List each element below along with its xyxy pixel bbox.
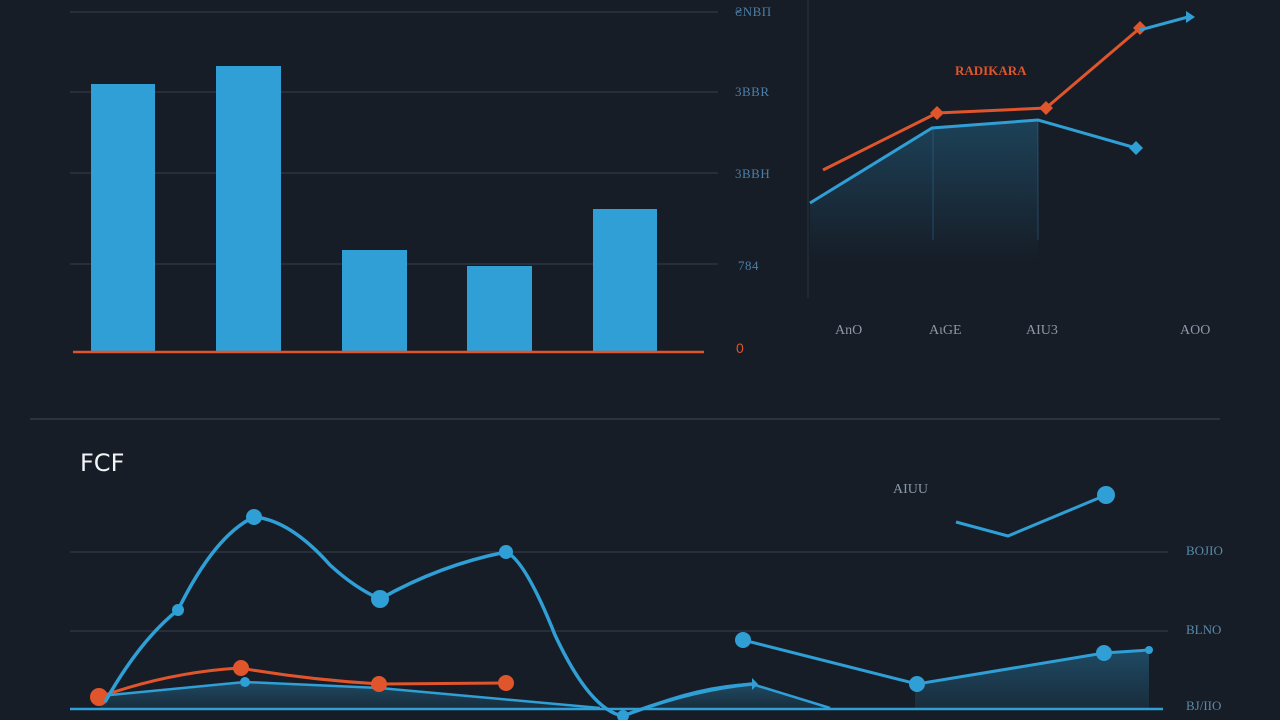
bar-2[interactable] <box>216 66 281 352</box>
fcf-area-right <box>915 649 1149 708</box>
blue-point[interactable] <box>371 590 389 608</box>
blue-point[interactable] <box>1097 486 1115 504</box>
fcf-chart-panel: AIUU BOJIO BLNO BJ/IIO <box>0 440 1280 720</box>
blue-fcf-main-series[interactable] <box>103 515 753 718</box>
fcf-y-tick-0: BOJIO <box>1186 543 1223 558</box>
bar-series <box>91 66 657 352</box>
blue-point[interactable] <box>909 676 925 692</box>
fcf-area-left <box>100 681 600 708</box>
blue-area-fill <box>810 120 1038 260</box>
bar-5[interactable] <box>593 209 657 352</box>
fcf-chart-title: FCF <box>80 449 125 477</box>
blue-point[interactable] <box>735 632 751 648</box>
line-chart-svg <box>807 0 1195 298</box>
orange-diamond-marker[interactable] <box>1039 101 1053 115</box>
blue-point[interactable] <box>499 545 513 559</box>
line-x-label-1: AιGE <box>929 323 962 338</box>
orange-diamond-marker[interactable] <box>1133 21 1147 35</box>
line-x-label-0: AnO <box>835 323 863 338</box>
bar-y-tick-4: 0 <box>736 340 745 356</box>
orange-point[interactable] <box>371 676 387 692</box>
section-divider <box>30 418 1220 420</box>
fcf-y-tick-1: BLNO <box>1186 622 1222 637</box>
blue-line-continuation[interactable] <box>1139 15 1189 32</box>
orange-line-series[interactable] <box>822 26 1141 172</box>
line-chart-panel: RADIKARA AnO AιGE AIU3 AOO <box>790 0 1280 380</box>
orange-diamond-marker[interactable] <box>930 106 944 120</box>
bar-y-tick-0: ₴NBΠ <box>735 4 772 19</box>
series-label-radikara: RADIKARA <box>955 63 1027 78</box>
blue-diamond-marker[interactable] <box>1129 141 1143 155</box>
bar-y-tick-3: 784 <box>738 258 759 273</box>
orange-point[interactable] <box>90 688 108 706</box>
fcf-chart-svg <box>70 486 1168 720</box>
line-x-label-3: AOO <box>1180 323 1211 338</box>
bar-y-tick-2: 3BBH <box>735 166 771 181</box>
fcf-area-mid <box>640 684 830 708</box>
line-x-label-2: AIU3 <box>1026 323 1058 338</box>
fcf-gridlines <box>70 551 1168 632</box>
fcf-annotation: AIUU <box>893 482 928 497</box>
blue-right-series[interactable] <box>742 638 1150 686</box>
blue-top-right-series[interactable] <box>955 493 1107 538</box>
blue-point[interactable] <box>246 509 262 525</box>
bar-chart-panel: ₴NBΠ 3BBR 3BBH 784 0 <box>0 0 780 380</box>
bar-4[interactable] <box>467 266 532 352</box>
blue-point[interactable] <box>1096 645 1112 661</box>
bar-1[interactable] <box>91 84 155 352</box>
bar-chart-svg <box>70 11 718 354</box>
blue-line-series[interactable] <box>809 118 1137 205</box>
blue-point[interactable] <box>1145 646 1153 654</box>
blue-point[interactable] <box>172 604 184 616</box>
orange-point[interactable] <box>498 675 514 691</box>
blue-thin-line[interactable] <box>99 680 601 710</box>
blue-arrow-marker[interactable] <box>1186 11 1195 23</box>
fcf-y-tick-2: BJ/IIO <box>1186 698 1222 713</box>
blue-point[interactable] <box>617 710 629 720</box>
orange-point[interactable] <box>233 660 249 676</box>
bar-y-tick-1: 3BBR <box>735 84 770 99</box>
bar-3[interactable] <box>342 250 407 352</box>
